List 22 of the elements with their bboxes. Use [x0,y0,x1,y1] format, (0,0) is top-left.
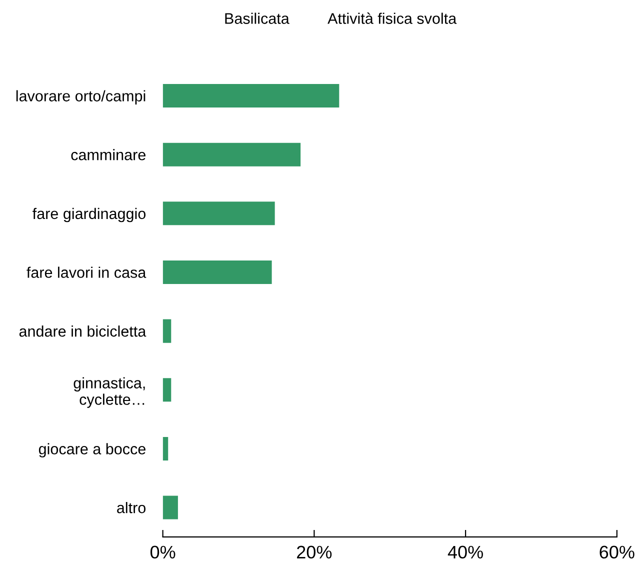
bar [162,202,275,226]
chart-subtitle: Attività fisica svolta [328,12,457,24]
bar [162,84,340,108]
bar [162,142,301,166]
bar [162,319,172,343]
x-tick-label: 60% [600,546,634,559]
y-tick-label: fare giardinaggio [32,208,146,222]
y-tick-label: lavorare orto/campi [16,90,146,104]
chart-title: Basilicata [225,12,290,24]
y-tick-label: andare in bicicletta [19,326,146,337]
bar [162,260,272,284]
bar [162,378,172,402]
x-tick-label: 0% [150,546,176,559]
y-tick-label: giocare a bocce [38,443,146,458]
y-tick-label: fare lavori in casa [26,266,146,278]
x-tick-label: 20% [297,546,332,559]
x-tick-label: 40% [448,546,483,559]
bar [162,496,178,520]
bar [162,436,168,460]
y-tick-label: altro [117,502,146,514]
y-tick-label: camminare [71,149,146,160]
y-tick-label: ginnastica, cyclette… [74,377,145,408]
